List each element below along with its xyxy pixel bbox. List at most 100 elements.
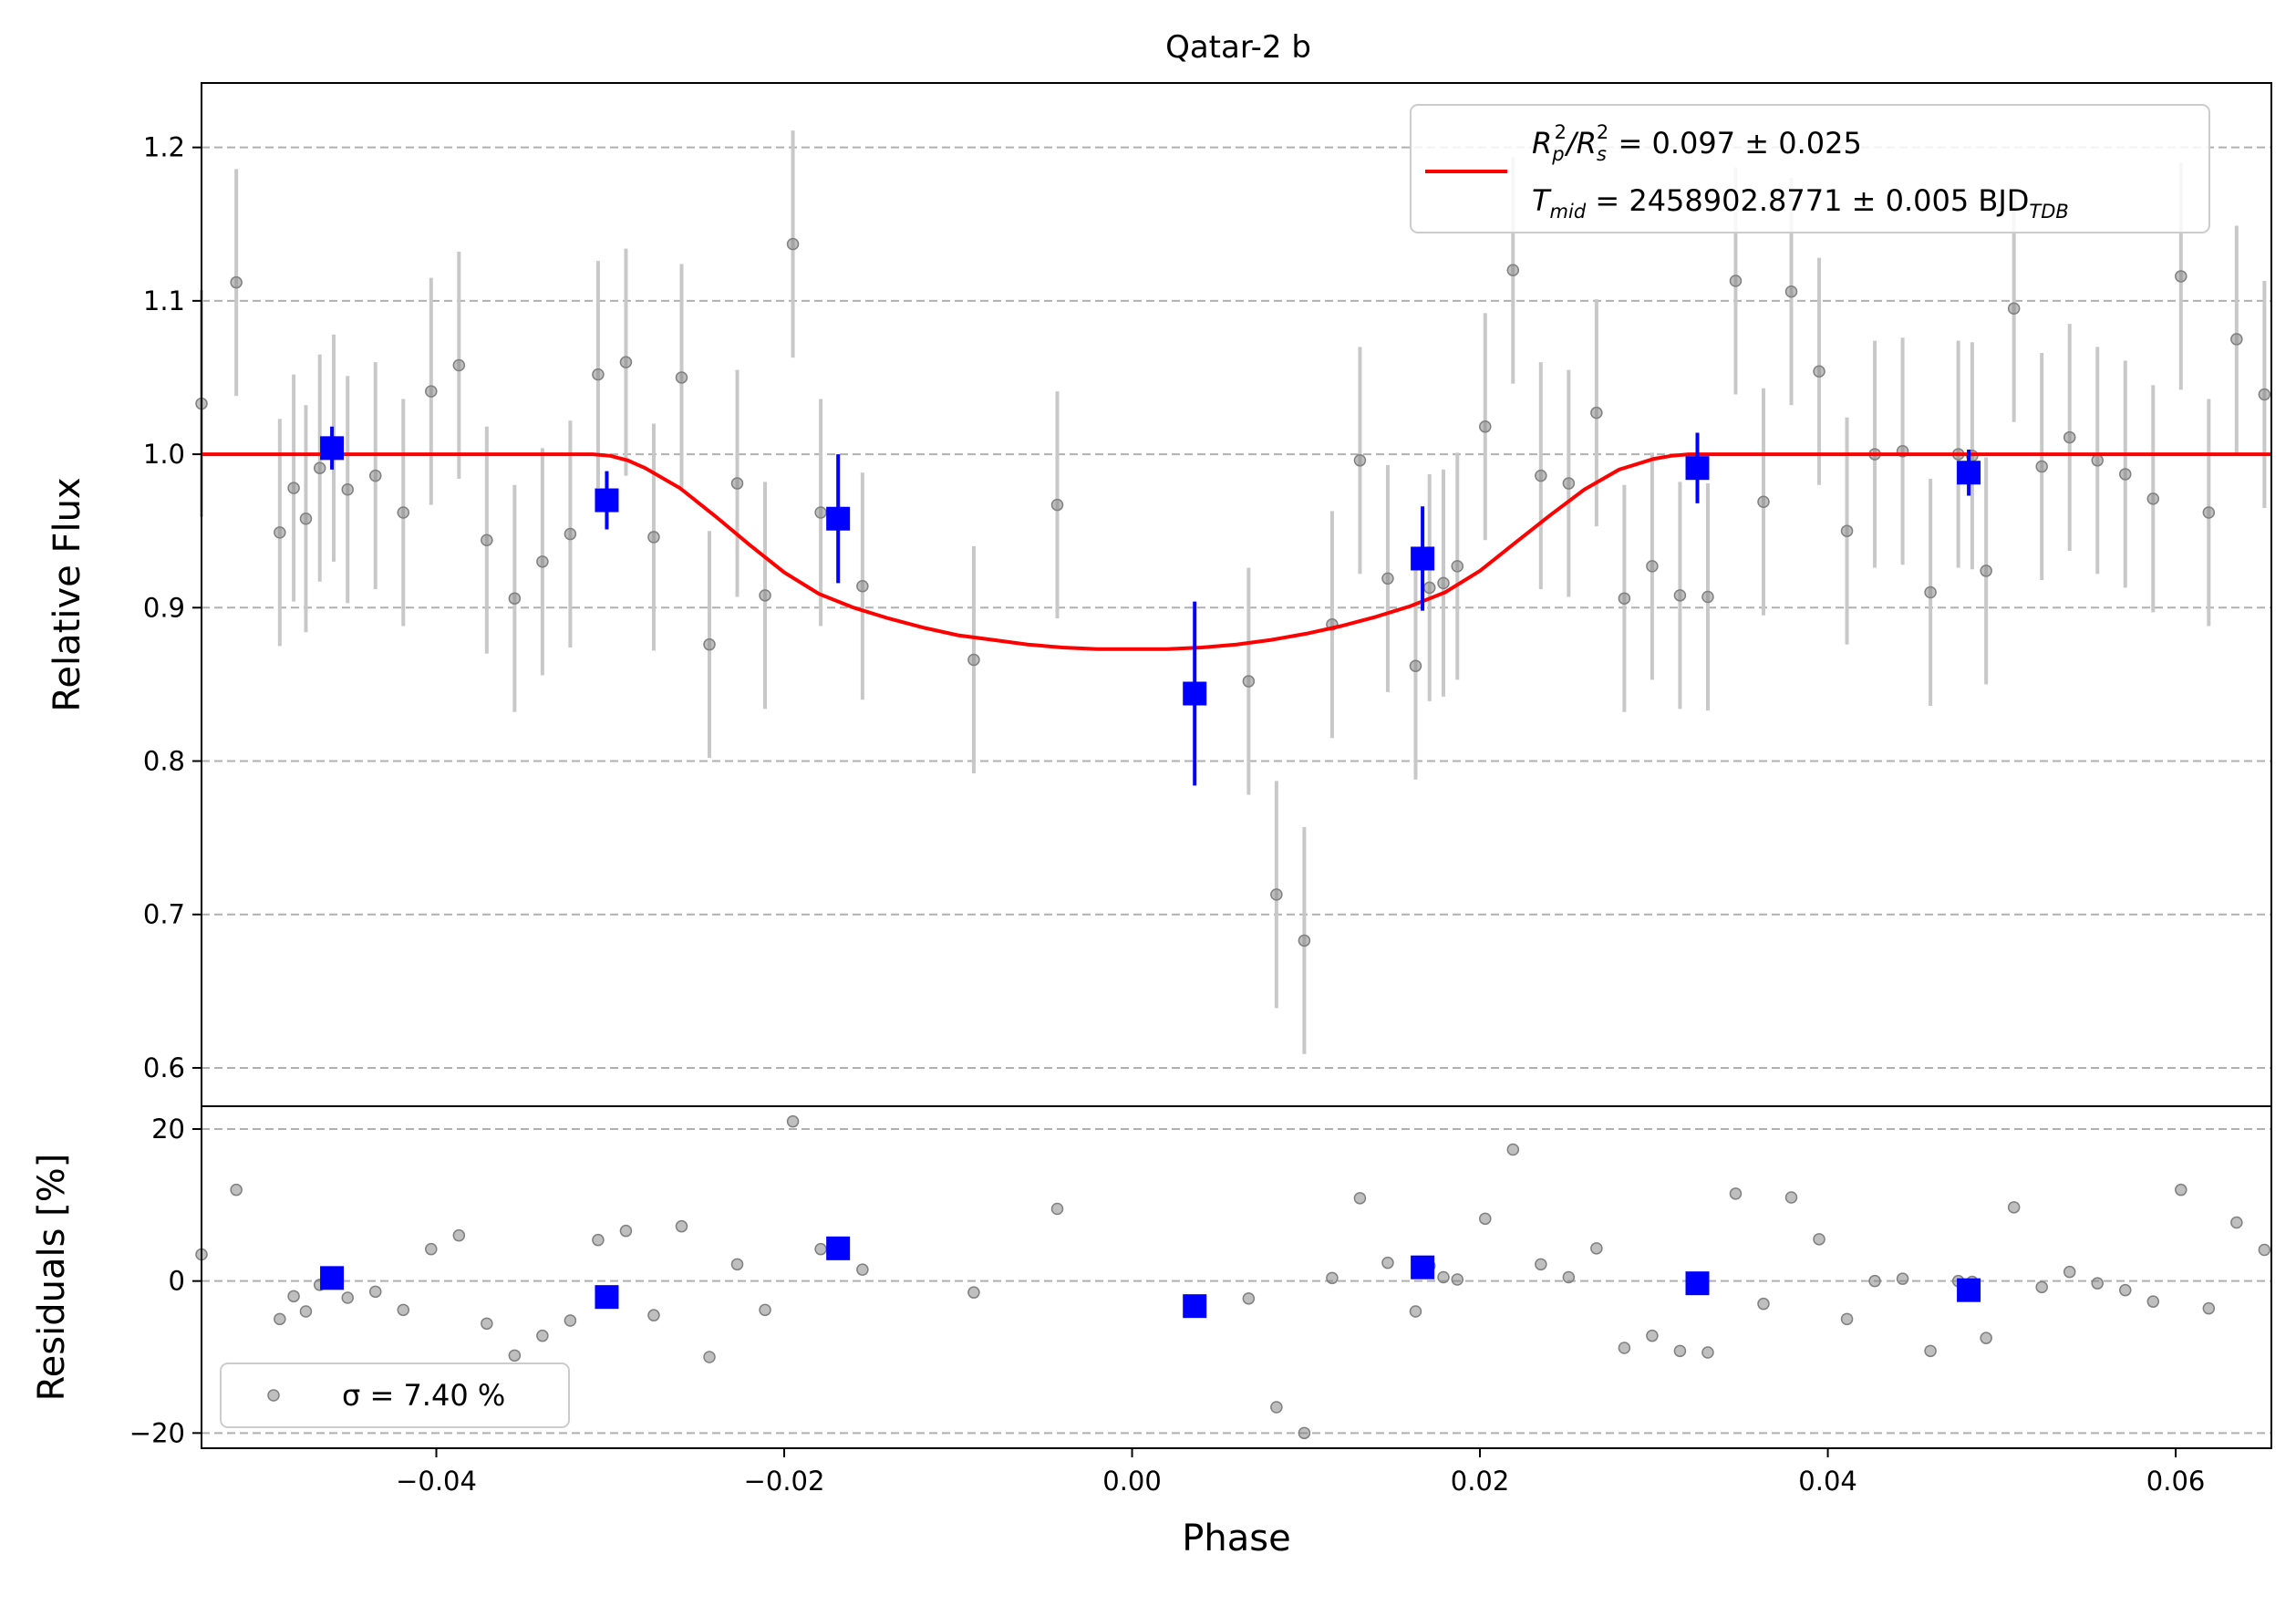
residual-raw-point	[1381, 1256, 1394, 1269]
flux-raw-point	[1409, 659, 1422, 672]
flux-raw-point	[592, 368, 605, 381]
residual-raw-point	[2175, 1183, 2187, 1197]
legend-tmid-value: = 2458902.8771 ± 0.005 BJD	[1586, 183, 2029, 218]
flux-legend: Rp2/Rs2 = 0.097 ± 0.025 Tmid = 2458902.8…	[1410, 104, 2210, 233]
residuals-raw-points	[195, 1114, 2271, 1440]
flux-raw-point	[1242, 675, 1256, 688]
residuals-axes-frame	[201, 1105, 2272, 1449]
flux-raw-point	[1298, 934, 1311, 948]
flux-raw-point	[856, 579, 869, 593]
residual-raw-point	[1673, 1344, 1687, 1358]
flux-raw-point	[2063, 430, 2076, 444]
phase-x-tick-label: −0.04	[396, 1466, 477, 1497]
flux-raw-point	[397, 506, 410, 519]
flux-panel: 0.60.70.80.91.01.11.2 Relative Flux Rp2/…	[47, 82, 2272, 1107]
residuals-grid	[202, 1128, 2271, 1435]
residual-raw-point	[1270, 1401, 1283, 1414]
flux-raw-point	[1784, 285, 1798, 298]
flux-raw-point	[1673, 589, 1687, 602]
residual-raw-point	[2063, 1265, 2076, 1279]
residual-raw-point	[2091, 1277, 2104, 1290]
residual-raw-point	[1298, 1426, 1311, 1440]
residual-raw-point	[564, 1314, 577, 1327]
residual-raw-point	[397, 1303, 410, 1317]
residual-raw-point	[1590, 1242, 1603, 1255]
residual-raw-point	[1840, 1312, 1854, 1326]
flux-raw-point	[1701, 590, 1714, 604]
flux-raw-point	[1618, 592, 1631, 605]
flux-binned-point	[595, 488, 619, 513]
residual-raw-point	[341, 1291, 354, 1304]
residuals-legend-box	[220, 1363, 570, 1428]
flux-binned-points	[320, 436, 1981, 706]
residual-raw-point	[230, 1183, 243, 1197]
flux-y-tick-label: 0.7	[143, 899, 185, 930]
residual-raw-point	[2035, 1280, 2048, 1294]
flux-raw-point	[287, 482, 300, 494]
residuals-y-tick-label: 20	[151, 1114, 185, 1145]
residual-raw-point	[619, 1224, 633, 1238]
legend-sigma-label: σ = 7.40 %	[342, 1378, 505, 1413]
flux-raw-point	[536, 555, 549, 568]
flux-raw-point	[1050, 498, 1064, 512]
flux-binned-point	[1957, 461, 1981, 485]
residual-raw-point	[425, 1242, 438, 1256]
legend-depth-over-r: /R	[1564, 126, 1597, 161]
legend-depth-sub-p: p	[1551, 143, 1564, 165]
flux-binned-point	[1411, 546, 1435, 571]
flux-raw-point	[1437, 576, 1450, 590]
flux-raw-point	[703, 637, 716, 651]
flux-raw-point	[230, 275, 243, 289]
residual-raw-point	[1479, 1212, 1492, 1226]
residual-raw-point	[1353, 1192, 1367, 1205]
residual-raw-point	[1242, 1292, 1256, 1305]
residual-binned-point	[320, 1266, 345, 1290]
flux-raw-point	[1840, 524, 1854, 537]
flux-raw-point	[1451, 560, 1464, 573]
legend-depth-sup-2: 2	[1555, 121, 1567, 143]
phase-x-tick-label: 0.02	[1451, 1466, 1510, 1497]
flux-raw-point	[313, 461, 326, 474]
flux-raw-point	[369, 469, 382, 482]
residual-raw-point	[536, 1329, 549, 1342]
flux-raw-point	[619, 356, 633, 368]
residual-raw-point	[1924, 1344, 1937, 1358]
flux-raw-point	[1646, 560, 1659, 573]
flux-raw-point	[452, 358, 466, 372]
residual-binned-point	[1685, 1271, 1710, 1296]
residuals-y-tick-label: −20	[129, 1417, 185, 1448]
flux-y-tick-label: 0.6	[143, 1052, 185, 1083]
phase-x-tick-label: 0.06	[2146, 1466, 2206, 1497]
residual-raw-point	[814, 1242, 827, 1256]
flux-raw-point	[1506, 264, 1520, 276]
flux-raw-point	[508, 592, 522, 605]
flux-raw-point	[425, 385, 438, 398]
phase-x-axis-label: Phase	[1182, 1518, 1290, 1559]
residuals-legend: σ = 7.40 %	[220, 1363, 570, 1428]
residual-raw-point	[1326, 1271, 1339, 1285]
residual-raw-point	[759, 1303, 771, 1317]
residuals-y-ticks: −20 0 20	[129, 1114, 202, 1448]
residual-raw-point	[1618, 1342, 1631, 1354]
residual-raw-point	[2230, 1216, 2243, 1229]
residual-raw-point	[592, 1233, 605, 1247]
flux-raw-point	[2091, 454, 2104, 467]
flux-raw-point	[2230, 333, 2243, 346]
residual-raw-point	[1535, 1258, 1547, 1271]
flux-raw-point	[2175, 270, 2187, 283]
flux-raw-point	[675, 371, 688, 384]
residual-raw-point	[730, 1258, 744, 1271]
flux-raw-point	[1813, 365, 1825, 378]
residuals-y-tick-label: 0	[169, 1266, 185, 1297]
residual-raw-point	[1784, 1191, 1798, 1204]
legend-depth-value: = 0.097 ± 0.025	[1608, 126, 1862, 161]
residuals-panel: −20 0 20 −0.04 −0.02 0.00 0.02 0.04 0.06 Residu…	[31, 1105, 2272, 1559]
flux-raw-point	[814, 506, 827, 519]
flux-raw-point	[1353, 454, 1367, 467]
residual-raw-point	[299, 1305, 313, 1318]
flux-raw-point	[299, 512, 313, 525]
flux-raw-point	[564, 527, 577, 541]
flux-raw-point	[2258, 388, 2271, 401]
residual-raw-point	[1701, 1346, 1714, 1359]
flux-raw-point	[481, 534, 493, 547]
